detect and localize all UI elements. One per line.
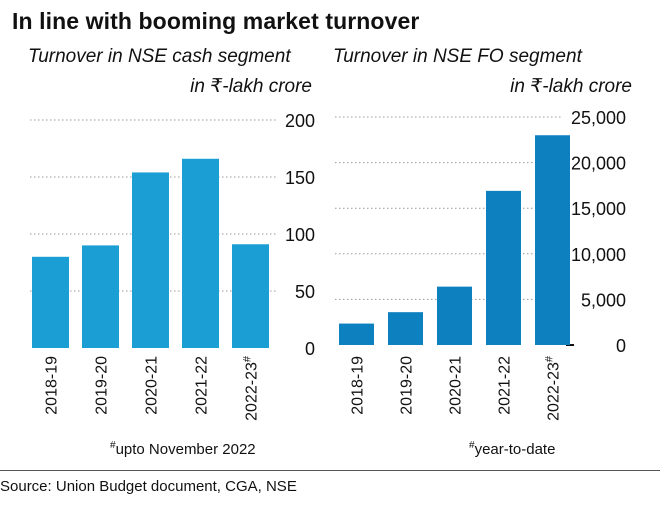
fo-bar bbox=[339, 323, 374, 345]
cash-ytick-label: 50 bbox=[295, 282, 315, 302]
fo-category-label: 2020-21 bbox=[448, 356, 465, 415]
source-note: Source: Union Budget document, CGA, NSE bbox=[0, 478, 297, 495]
fo-panel-title: Turnover in NSE FO segment bbox=[333, 46, 582, 67]
cash-category-label: 2018-19 bbox=[44, 356, 61, 415]
fo-unit-label: in ₹-lakh crore bbox=[510, 76, 632, 97]
cash-ytick-label: 0 bbox=[305, 339, 315, 359]
cash-bar bbox=[32, 256, 69, 348]
cash-unit-label: in ₹-lakh crore bbox=[190, 76, 312, 97]
cash-category-label: 2019-20 bbox=[94, 356, 111, 415]
cash-bar bbox=[182, 158, 219, 348]
fo-footnote: #year-to-date bbox=[469, 440, 556, 458]
source-divider bbox=[0, 470, 660, 471]
fo-bar bbox=[535, 135, 570, 345]
cash-ytick-label: 200 bbox=[285, 111, 315, 131]
fo-ytick-label: 20,000 bbox=[571, 154, 626, 174]
fo-ytick-label: 15,000 bbox=[571, 199, 626, 219]
fo-bar bbox=[388, 312, 423, 345]
cash-category-label: 2022-23# bbox=[242, 355, 261, 421]
cash-ytick-label: 150 bbox=[285, 168, 315, 188]
fo-bar bbox=[437, 286, 472, 345]
cash-bar bbox=[132, 172, 169, 348]
cash-bar bbox=[232, 244, 269, 348]
cash-ytick-label: 100 bbox=[285, 225, 315, 245]
fo-category-label: 2018-19 bbox=[350, 356, 367, 415]
chart-title: In line with booming market turnover bbox=[12, 8, 420, 34]
fo-ytick-label: 5,000 bbox=[581, 290, 626, 310]
cash-footnote: #upto November 2022 bbox=[110, 440, 256, 458]
fo-category-label: 2019-20 bbox=[399, 356, 416, 415]
cash-category-label: 2021-22 bbox=[194, 356, 211, 415]
fo-ytick-label: 10,000 bbox=[571, 245, 626, 265]
fo-category-label: 2021-22 bbox=[497, 356, 514, 415]
fo-ytick-label: 0 bbox=[616, 336, 626, 356]
cash-panel-title: Turnover in NSE cash segment bbox=[28, 46, 291, 67]
cash-category-label: 2020-21 bbox=[144, 356, 161, 415]
cash-bar bbox=[82, 245, 119, 348]
fo-category-label: 2022-23# bbox=[544, 355, 563, 421]
fo-ytick-label: 25,000 bbox=[571, 108, 626, 128]
fo-bar bbox=[486, 190, 521, 345]
